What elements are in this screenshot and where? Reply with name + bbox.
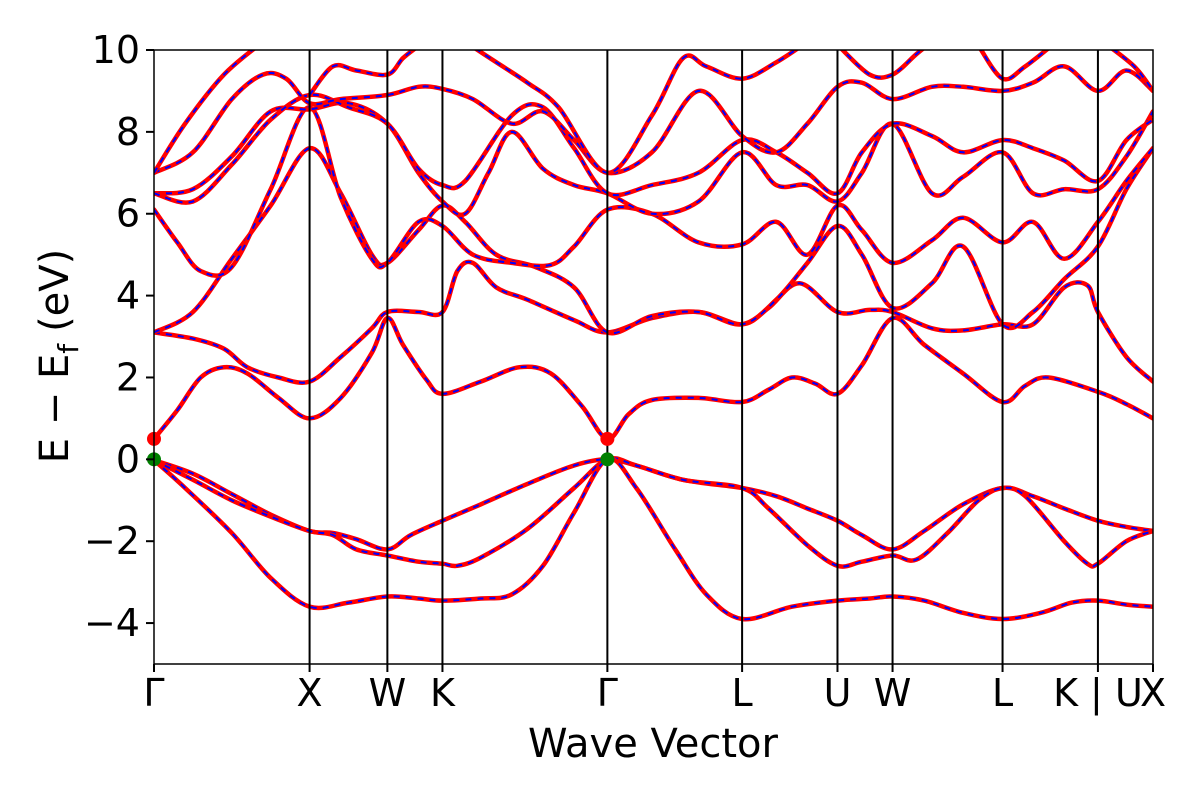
y-tick-label-6: 8 [116,110,140,154]
y-tick-label-0: −4 [84,601,140,645]
y-axis-title: E − Ef (eV) [32,249,85,464]
y-tick-label-2: 0 [116,437,140,481]
y-tick-label-5: 6 [116,192,140,236]
y-axis-title-unit: (eV) [32,249,78,332]
band-2-overlay [154,457,1153,568]
band-4-overlay [154,316,1153,440]
band-14 [839,50,926,80]
band-13-overlay [475,50,798,174]
y-tick-label-1: −2 [84,519,140,563]
x-tick-label-8: L [992,671,1013,715]
x-tick-label-2: W [369,671,407,715]
y-tick-label-4: 4 [116,274,140,318]
band-12-overlay [308,50,415,96]
band-16-overlay [1112,50,1153,92]
plot-frame [153,49,1154,665]
x-tick-label-7: W [874,671,912,715]
band-11-overlay [154,50,255,174]
band-15-overlay [980,50,1048,81]
band-12 [307,50,417,98]
y-tick-label-3: 2 [116,355,140,399]
cbm-marker-1 [600,431,615,446]
band-9-overlay [154,93,1153,204]
x-tick-label-3: K [430,671,456,715]
x-tick-label-0: Γ [143,671,164,715]
y-axis-title-main: E − E [32,354,78,464]
band-11 [154,50,257,176]
band-13 [473,50,800,176]
x-tick-label-9: K | U [1053,671,1143,716]
y-axis-title-sub: f [52,343,85,354]
vbm-marker-1 [600,452,615,467]
y-tick-label-7: 10 [92,28,140,72]
x-tick-label-4: Γ [597,671,618,715]
axes: −4 −2 0 2 4 6 8 10 [84,28,1154,665]
x-tick-label-10: X [1140,671,1166,715]
x-tick-label-5: L [732,671,753,715]
x-tick-label-1: X [297,671,323,715]
x-tick-label-6: U [824,671,852,715]
x-axis-title: Wave Vector [528,721,779,767]
extrema-markers [147,431,615,467]
band-6-overlay [154,147,1153,335]
